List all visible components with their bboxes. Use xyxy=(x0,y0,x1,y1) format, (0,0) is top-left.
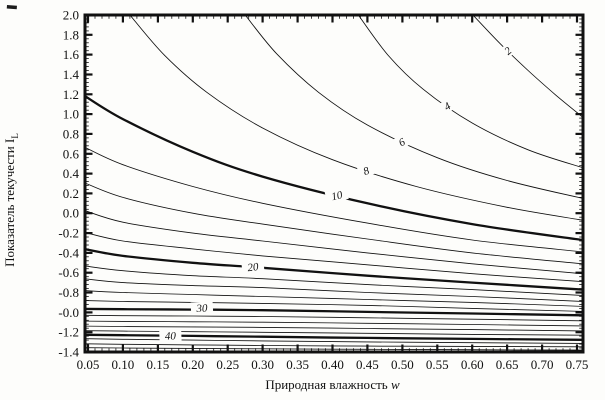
y-tick-labels: 2.0 1.8 1.6 1.4 1.2 1.0 0.8 0.6 0.4 0.2 0.0 -0.2 -0.… xyxy=(58,8,79,360)
x-tick-label: 0.60 xyxy=(461,357,484,372)
contour-line-34 xyxy=(86,320,582,327)
y-tick-label: 1.8 xyxy=(63,27,79,42)
x-tick-label: 0.25 xyxy=(216,357,239,372)
scan-artifact xyxy=(6,5,17,10)
y-tick-label: 0.0 xyxy=(63,206,79,221)
contour-line-20 xyxy=(86,248,582,291)
plot-frame xyxy=(83,13,585,354)
contour-line-42 xyxy=(86,338,582,344)
contour-label-40: 40 xyxy=(165,330,177,342)
contour-label-knockout xyxy=(190,301,214,315)
y-tick-label: -0.6 xyxy=(58,265,79,280)
y-tick-label: -1.4 xyxy=(58,345,79,360)
x-tick-label: 0.10 xyxy=(112,357,135,372)
y-tick-label: -1.2 xyxy=(58,325,79,340)
contour-label-knockout xyxy=(437,97,457,116)
contour-line-6 xyxy=(245,16,582,199)
x-tick-label: 0.20 xyxy=(181,357,204,372)
contour-label-8: 8 xyxy=(362,165,372,178)
contour-line-12 xyxy=(86,147,582,253)
y-tick-label: 0.4 xyxy=(63,166,80,181)
contour-line-38 xyxy=(86,330,582,336)
contour-label-4: 4 xyxy=(442,100,454,113)
contour-line-16 xyxy=(86,210,582,275)
contour-label-20: 20 xyxy=(247,261,260,274)
contour-lines xyxy=(86,16,582,351)
contour-line-36 xyxy=(86,325,582,332)
contour-label-group-20: 20 xyxy=(241,259,265,275)
contour-label-group-10: 10 xyxy=(324,187,349,204)
y-tick-label: 0.2 xyxy=(63,186,79,201)
contour-label-group-8: 8 xyxy=(356,162,376,179)
contour-label-6: 6 xyxy=(397,136,408,149)
contour-label-knockout xyxy=(356,162,376,179)
contour-labels: 2 4 6 8 10 20 30 40 xyxy=(159,41,518,343)
contour-label-knockout xyxy=(324,187,349,204)
x-axis-title: Природная влажность w xyxy=(88,377,577,393)
y-axis-title-subscript: L xyxy=(9,133,20,139)
x-axis-title-text: Природная влажность xyxy=(265,377,391,392)
y-tick-label: 0.6 xyxy=(63,146,80,161)
y-tick-label: 1.0 xyxy=(63,107,79,122)
y-tick-label: 1.6 xyxy=(63,47,80,62)
contour-label-knockout xyxy=(241,259,265,275)
y-tick-label: 2.0 xyxy=(63,8,79,23)
contour-line-32 xyxy=(86,314,582,322)
y-tick-label: -0.8 xyxy=(58,285,79,300)
x-tick-label: 0.65 xyxy=(496,357,519,372)
contour-line-40 xyxy=(86,333,582,341)
contour-label-group-30: 30 xyxy=(190,301,214,315)
contour-label-30: 30 xyxy=(195,302,208,315)
contour-line-44 xyxy=(86,343,582,348)
contour-line-22 xyxy=(86,265,582,296)
contour-line-24 xyxy=(86,278,582,302)
contour-label-10: 10 xyxy=(330,189,344,203)
contour-label-group-2: 2 xyxy=(498,41,518,61)
contour-line-14 xyxy=(86,182,582,265)
x-tick-label: 0.55 xyxy=(426,357,449,372)
x-tick-label: 0.30 xyxy=(251,357,274,372)
y-tick-label: 1.4 xyxy=(63,67,80,82)
contour-line-4 xyxy=(358,16,582,168)
y-tick-label: -0.4 xyxy=(58,245,79,260)
contour-line-10 xyxy=(86,95,582,242)
contour-line-18 xyxy=(86,232,582,282)
contour-line-30 xyxy=(86,307,582,317)
contour-label-knockout xyxy=(498,41,518,61)
contour-line-2 xyxy=(473,16,582,118)
y-tick-label: -0.2 xyxy=(58,226,79,241)
contour-line-26 xyxy=(86,290,582,307)
x-tick-label: 0.45 xyxy=(356,357,379,372)
y-axis-title: Показатель текучести IL xyxy=(2,133,20,267)
x-tick-labels: 0.05 0.10 0.15 0.20 0.25 0.30 0.35 0.40 0.45 0.50… xyxy=(77,357,589,372)
x-tick-label: 0.15 xyxy=(147,357,170,372)
contour-line-28 xyxy=(86,300,582,312)
x-tick-label: 0.75 xyxy=(566,357,589,372)
x-tick-label: 0.70 xyxy=(531,357,554,372)
axis-ticks xyxy=(85,13,583,354)
contour-label-group-6: 6 xyxy=(392,133,412,151)
y-tick-label: -0.0 xyxy=(58,305,79,320)
contour-line-8 xyxy=(130,16,582,221)
x-tick-label: 0.35 xyxy=(286,357,309,372)
x-axis-title-variable: w xyxy=(391,377,400,392)
contour-label-knockout xyxy=(392,133,412,151)
contour-label-group-4: 4 xyxy=(437,97,457,116)
contour-line-46 xyxy=(86,347,582,351)
y-axis-title-text: Показатель текучести I xyxy=(2,138,18,267)
x-tick-label: 0.50 xyxy=(391,357,414,372)
y-tick-label: 1.2 xyxy=(63,87,79,102)
x-tick-label: 0.05 xyxy=(77,357,100,372)
contour-label-knockout xyxy=(159,329,182,342)
contour-label-group-40: 40 xyxy=(159,329,182,343)
x-tick-label: 0.40 xyxy=(321,357,344,372)
y-tick-label: 0.8 xyxy=(63,126,79,141)
